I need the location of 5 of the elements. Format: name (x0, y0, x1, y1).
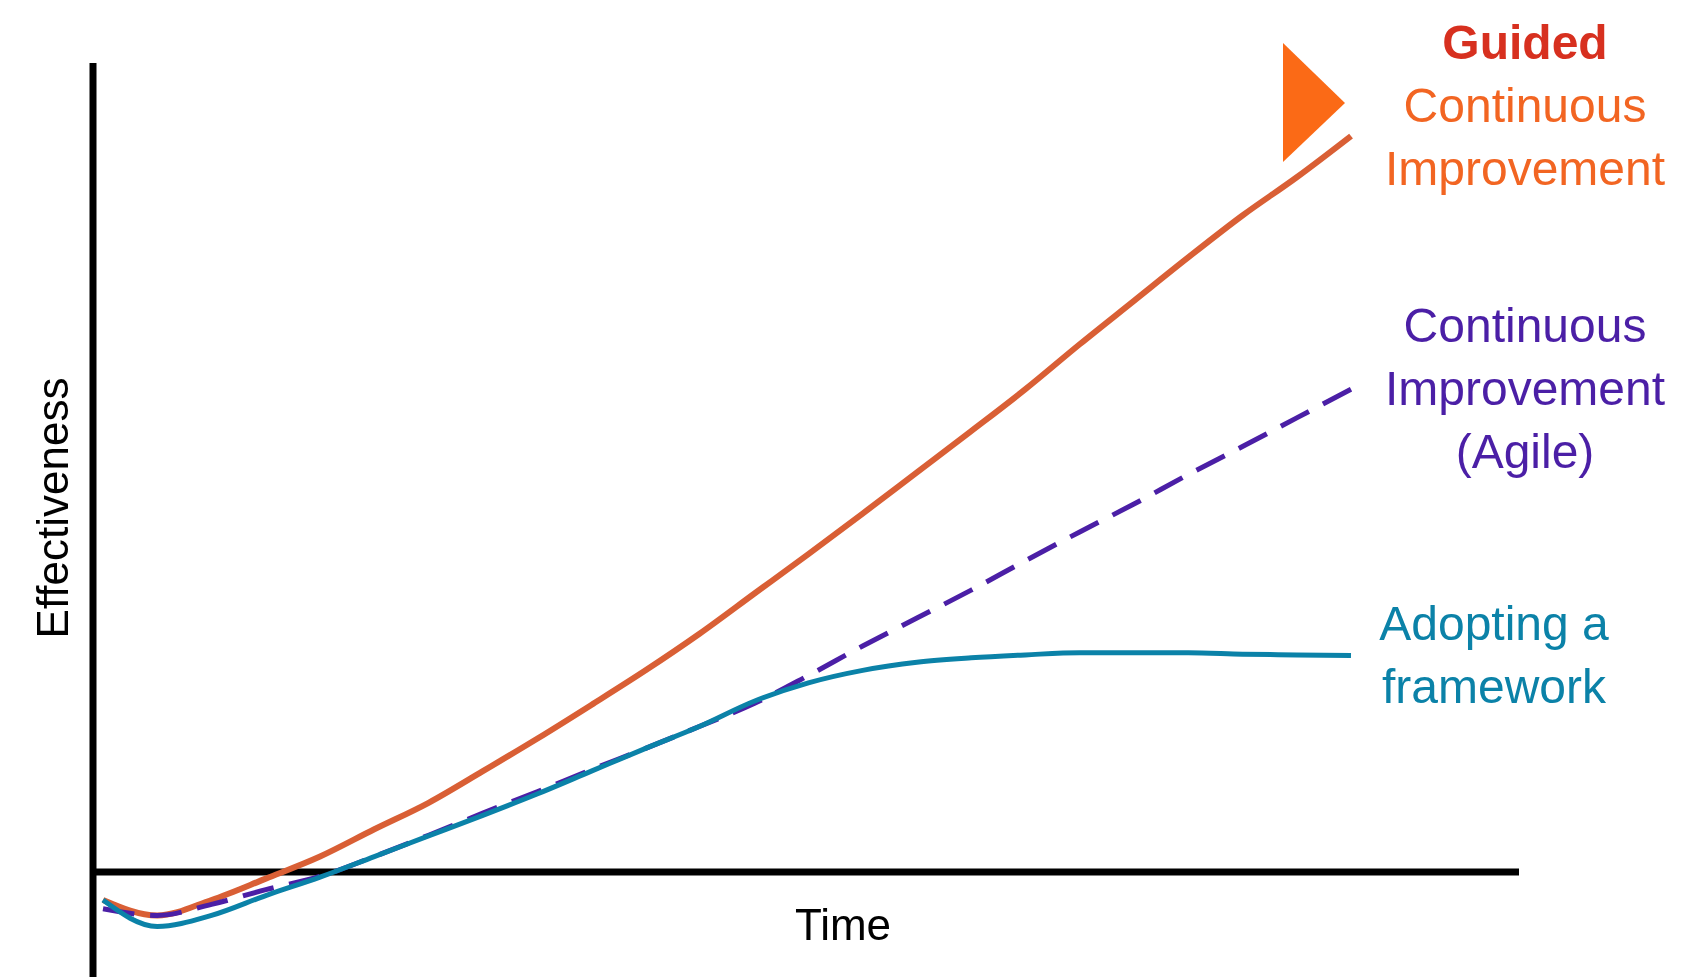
series-label: Adopting a framework (1379, 597, 1610, 714)
x-axis-title: Time (794, 900, 892, 949)
series-label: Continuous Improvement (Agile) (1384, 299, 1666, 479)
series-label: Guided Continuous Improvement (1384, 16, 1666, 195)
y-axis-title: Effectiveness (28, 377, 77, 639)
